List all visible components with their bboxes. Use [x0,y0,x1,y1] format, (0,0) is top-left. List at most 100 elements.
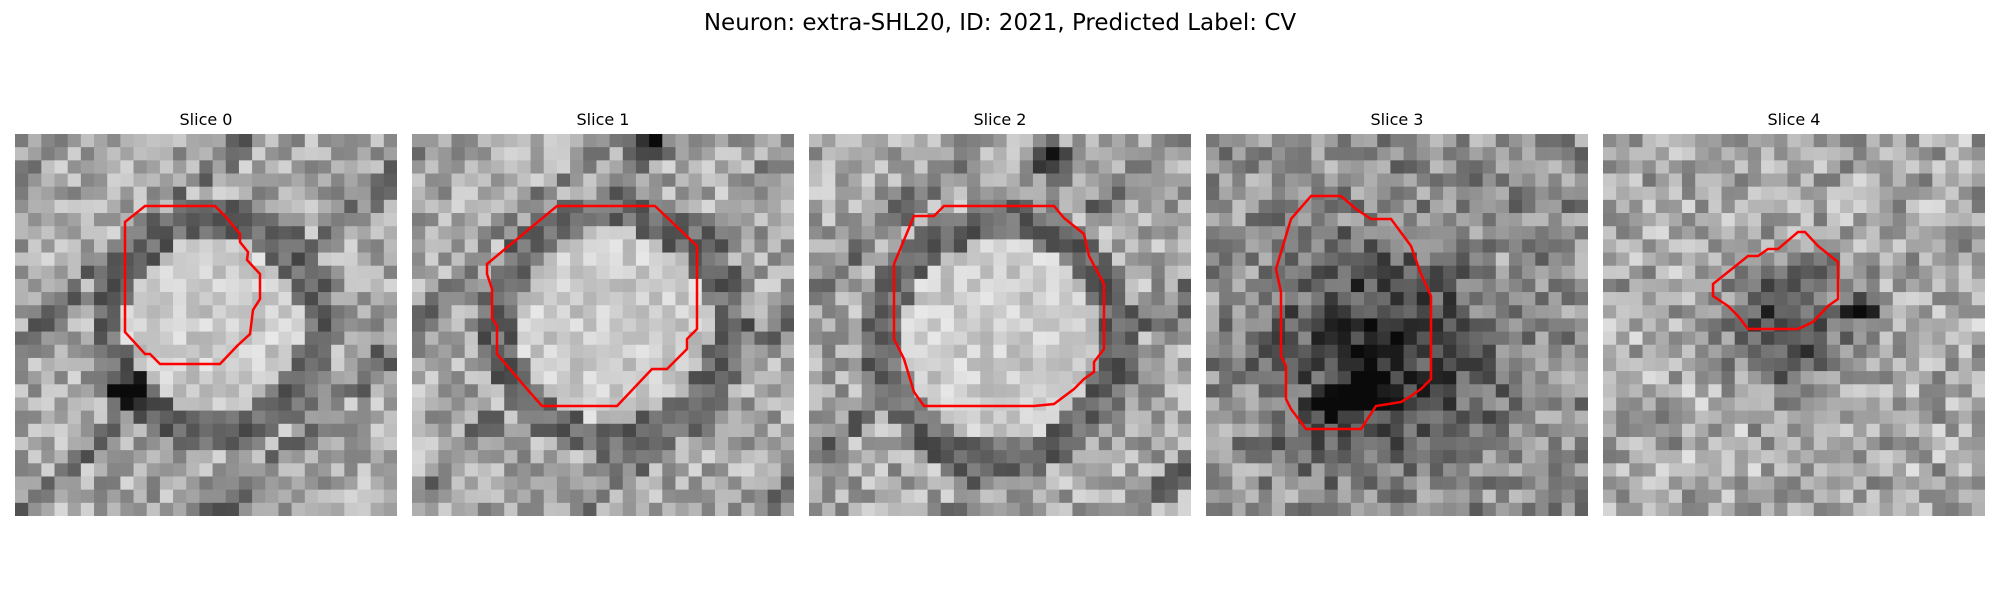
pixel [1298,463,1312,478]
pixel [1245,252,1260,267]
pixel [1603,292,1617,306]
pixel [464,226,479,240]
pixel [1032,450,1047,464]
pixel [675,292,690,306]
pixel [252,371,266,385]
pixel [1258,226,1273,240]
pixel [1508,292,1523,306]
pixel [1787,292,1802,306]
pixel [754,463,769,478]
pixel [1866,147,1881,161]
pixel [464,173,479,188]
pixel [1866,489,1881,504]
pixel [728,489,742,504]
pixel [357,186,372,201]
pixel [1482,450,1497,464]
pixel [1151,476,1166,491]
pixel [1574,436,1588,451]
pixel [1971,450,1985,464]
pixel [1206,450,1220,464]
pixel [1482,278,1497,293]
pixel [1508,397,1523,412]
pixel [504,213,518,227]
pixel [291,265,306,280]
pixel [1059,450,1074,464]
pixel [265,463,280,478]
pixel [1059,331,1074,346]
pixel [425,278,439,293]
pixel [1298,213,1312,227]
pixel [809,371,823,385]
pixel [1853,252,1868,267]
pixel [225,199,240,214]
pixel [1019,357,1034,372]
pixel [622,397,637,412]
pixel [317,489,332,504]
pixel [159,463,174,478]
pixel [1298,160,1312,175]
pixel [1403,278,1418,293]
pixel [741,423,756,438]
pixel [238,160,253,175]
pixel [1072,318,1087,333]
pixel [1734,292,1749,306]
pixel [993,147,1008,161]
pixel [1840,450,1854,464]
pixel [1761,476,1775,491]
pixel [1642,239,1657,254]
pixel [317,331,332,346]
pixel [596,186,611,201]
pixel [1787,213,1802,227]
pixel [1258,371,1273,385]
pixel [780,173,794,188]
pixel [1311,344,1326,359]
pixel [1603,489,1617,504]
pixel [1734,147,1749,161]
pixel [1787,450,1802,464]
pixel [1258,489,1273,504]
pixel [41,199,56,214]
pixel [675,371,690,385]
pixel [701,278,716,293]
pixel [1429,384,1444,399]
pixel [1682,186,1696,201]
pixel [1138,239,1153,254]
pixel [1800,344,1815,359]
pixel [622,213,637,227]
pixel [927,450,942,464]
pixel [1125,450,1139,464]
pixel [1682,476,1696,491]
pixel [635,292,650,306]
pixel [688,463,703,478]
pixel [1561,502,1576,516]
pixel [1682,173,1696,188]
pixel [901,502,915,516]
pixel [1905,436,1920,451]
pixel [1206,318,1220,333]
pixel [54,147,69,161]
pixel [1429,265,1444,280]
pixel [1111,173,1126,188]
pixel [80,226,95,240]
pixel [464,463,479,478]
pixel [1111,265,1126,280]
pixel [1642,463,1657,478]
pixel [1245,239,1260,254]
pixel [1245,305,1260,320]
pixel [1177,292,1191,306]
pixel [967,160,981,175]
pixel [635,344,650,359]
pixel [1508,199,1523,214]
pixel [1245,186,1260,201]
pixel [967,239,981,254]
pixel [212,371,227,385]
pixel [1177,357,1191,372]
pixel [291,226,306,240]
pixel [1098,502,1113,516]
pixel [1774,502,1789,516]
pixel [1125,199,1139,214]
pixel [1508,344,1523,359]
pixel [570,292,584,306]
pixel [41,384,56,399]
pixel [874,186,889,201]
